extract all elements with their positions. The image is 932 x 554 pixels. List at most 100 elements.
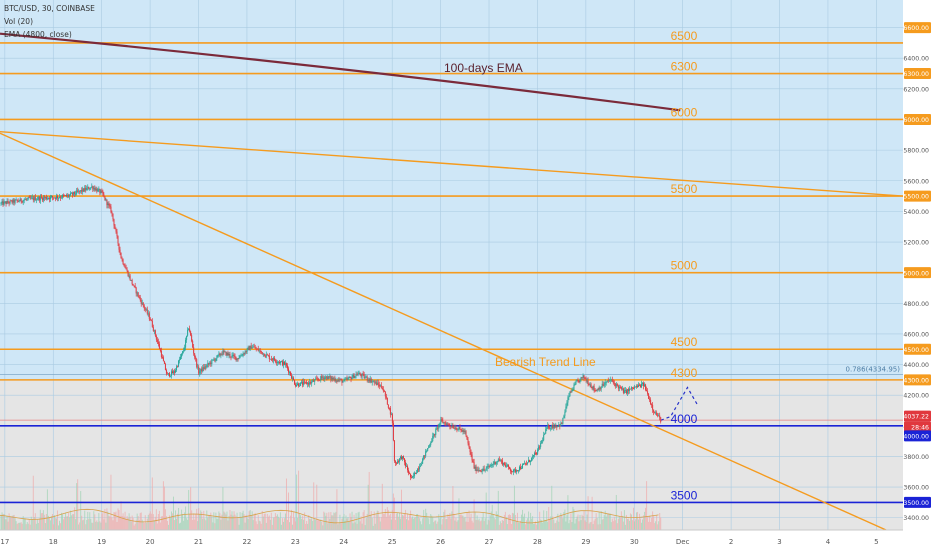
volume-bar	[251, 511, 253, 530]
volume-bar	[14, 518, 16, 530]
candle-body	[431, 441, 433, 443]
candle-body	[561, 423, 563, 424]
level-label-5500: 5500	[671, 182, 698, 196]
price-axis[interactable]: 3400.00 3600.00 3800.00 4000.00 4200.00 4400.…	[903, 22, 931, 522]
candle-body	[37, 197, 39, 200]
volume-bar	[130, 521, 132, 530]
price-tag-5000-bg	[904, 267, 931, 279]
volume-bar	[526, 520, 528, 530]
candle-body	[405, 462, 407, 467]
candle-body	[416, 472, 418, 474]
volume-bar	[360, 516, 362, 530]
price-tag-last: 4037.22	[903, 414, 929, 421]
candle-body	[576, 380, 578, 382]
candle-body	[477, 469, 479, 471]
candle-body	[399, 456, 401, 459]
candle-body	[357, 373, 359, 376]
x-tick-label: 5	[874, 538, 878, 546]
candle-body	[64, 195, 66, 197]
candle-body	[567, 397, 569, 403]
volume-bar	[476, 515, 478, 530]
x-tick-label: 20	[146, 538, 155, 546]
volume-bar	[293, 512, 295, 530]
candle-body	[36, 199, 38, 201]
volume-bar	[393, 497, 395, 530]
candle-body	[417, 468, 419, 473]
candle-body	[340, 379, 342, 381]
volume-bar	[424, 517, 426, 530]
volume-bar	[98, 513, 100, 530]
volume-bar	[374, 523, 376, 530]
volume-bar	[48, 517, 50, 530]
candle-body	[52, 197, 54, 199]
volume-ma-line	[0, 508, 659, 524]
candle-body	[62, 195, 64, 198]
volume-bar	[274, 513, 276, 530]
volume-bar	[306, 520, 308, 530]
volume-bar	[284, 513, 286, 530]
candle-body	[632, 388, 634, 390]
candle-body	[392, 423, 394, 441]
candle-body	[562, 417, 564, 424]
volume-bar	[478, 518, 480, 530]
candle-body	[428, 446, 430, 449]
volume-bar	[172, 496, 174, 530]
y-tick-label: 4200.00	[903, 393, 929, 400]
volume-bar	[535, 521, 537, 530]
candle-body	[83, 188, 85, 192]
candle-body	[54, 197, 56, 199]
volume-bar	[207, 517, 209, 530]
candle-body	[232, 354, 234, 356]
candle-body	[86, 188, 88, 191]
volume-bar	[390, 519, 392, 530]
volume-bar	[13, 514, 15, 530]
candle-body	[22, 200, 24, 203]
price-tag-6600: 6600.00	[903, 25, 929, 32]
candle-body	[222, 350, 224, 355]
price-tag-4000-bg	[904, 430, 931, 442]
candle-body	[144, 308, 146, 310]
candle-body	[441, 419, 443, 421]
volume-bar	[606, 514, 608, 530]
volume-bar	[40, 513, 42, 530]
volume-bar	[534, 523, 536, 530]
volume-bar	[272, 517, 274, 530]
volume-bar	[260, 523, 262, 530]
x-tick-label: 24	[339, 538, 348, 546]
candle-body	[17, 200, 19, 202]
candle-body	[493, 461, 495, 465]
candle-body	[659, 415, 661, 418]
candle-body	[644, 384, 646, 387]
volume-bar	[397, 516, 399, 530]
candle-body	[146, 309, 148, 314]
time-axis[interactable]: 17 18 19 20 21 22 23 24 25 26 27 28 29 30 Dec 2 3 4 5	[0, 538, 878, 546]
candle-body	[320, 376, 322, 381]
candle-body	[258, 350, 260, 352]
volume-bar	[1, 512, 3, 530]
candle-body	[618, 386, 620, 389]
candle-body	[331, 377, 333, 380]
volume-bar	[358, 511, 360, 530]
volume-bar	[557, 513, 559, 530]
candle-body	[579, 378, 581, 383]
candle-body	[43, 197, 45, 199]
volume-bar	[131, 515, 133, 530]
candle-body	[438, 424, 440, 429]
volume-bar	[616, 523, 618, 530]
candle-body	[407, 466, 409, 471]
candle-body	[21, 201, 23, 203]
volume-bar	[161, 516, 163, 530]
volume-bar	[169, 518, 171, 530]
candle-body	[588, 384, 590, 386]
candle-body	[382, 389, 384, 391]
candle-body	[77, 190, 79, 192]
candle-body	[372, 381, 374, 383]
candle-body	[442, 420, 444, 424]
volume-bar	[464, 516, 466, 530]
candle-body	[122, 259, 124, 264]
volume-bar	[30, 516, 32, 530]
volume-bar	[175, 510, 177, 530]
candle-body	[455, 427, 457, 430]
